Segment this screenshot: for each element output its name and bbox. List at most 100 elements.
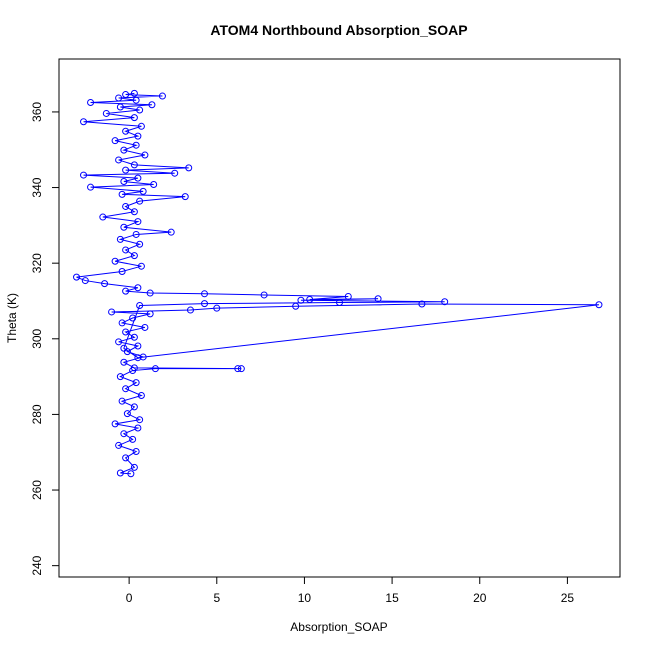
- data-point: [292, 302, 300, 310]
- data-point: [122, 127, 130, 135]
- data-point: [127, 470, 135, 478]
- data-point: [122, 385, 130, 393]
- data-point: [122, 287, 130, 295]
- data-point: [120, 430, 128, 438]
- data-point: [186, 306, 194, 314]
- data-point: [120, 178, 128, 186]
- data-point: [120, 344, 128, 352]
- data-point: [130, 161, 138, 169]
- data-point: [120, 223, 128, 231]
- data-point: [81, 277, 89, 285]
- x-axis-label: Absorption_SOAP: [290, 620, 387, 634]
- data-point: [237, 365, 245, 373]
- data-point: [344, 292, 352, 300]
- y-tick-label: 320: [30, 253, 44, 273]
- plot-frame: [58, 58, 621, 578]
- y-tick-label: 240: [30, 555, 44, 575]
- data-point: [115, 156, 123, 164]
- data-point: [171, 169, 179, 177]
- data-point: [108, 308, 116, 316]
- data-point: [181, 193, 189, 201]
- data-point: [130, 333, 138, 341]
- data-point: [118, 397, 126, 405]
- y-tick-label: 260: [30, 480, 44, 500]
- data-point: [111, 137, 119, 145]
- data-point: [134, 284, 142, 292]
- data-point: [118, 267, 126, 275]
- data-point: [146, 289, 154, 297]
- data-point: [99, 213, 107, 221]
- data-point: [132, 230, 140, 238]
- data-point: [441, 298, 449, 306]
- data-point: [134, 218, 142, 226]
- data-point: [111, 420, 119, 428]
- data-point: [80, 118, 88, 126]
- y-tick-label: 280: [30, 404, 44, 424]
- y-axis: 240 260 280 300 320 340 360: [30, 102, 59, 576]
- data-point: [134, 132, 142, 140]
- series-line: [76, 92, 600, 475]
- data-point: [115, 338, 123, 346]
- data-point: [118, 190, 126, 198]
- data-point: [297, 296, 305, 304]
- x-tick-label: 25: [561, 591, 575, 605]
- y-tick-label: 360: [30, 102, 44, 122]
- x-tick-label: 20: [473, 591, 487, 605]
- data-point: [132, 379, 140, 387]
- data-point: [123, 410, 131, 418]
- data-point: [130, 463, 138, 471]
- data-point: [116, 235, 124, 243]
- data-point: [122, 328, 130, 336]
- data-point: [139, 187, 147, 195]
- data-point: [151, 365, 159, 373]
- data-point: [141, 151, 149, 159]
- data-point: [122, 246, 130, 254]
- data-point: [148, 101, 156, 109]
- data-point: [120, 358, 128, 366]
- data-point: [134, 342, 142, 350]
- data-point: [129, 314, 137, 322]
- data-series: [73, 89, 603, 478]
- data-point: [134, 354, 142, 362]
- data-point: [306, 295, 314, 303]
- data-point: [136, 302, 144, 310]
- data-point: [158, 92, 166, 100]
- data-point: [136, 197, 144, 205]
- x-tick-label: 0: [126, 591, 133, 605]
- data-point: [130, 89, 138, 97]
- y-tick-label: 300: [30, 328, 44, 348]
- data-point: [136, 416, 144, 424]
- data-point: [118, 319, 126, 327]
- chart-title: ATOM4 Northbound Absorption_SOAP: [210, 22, 467, 38]
- data-point: [129, 435, 137, 443]
- data-point: [130, 364, 138, 372]
- data-point: [132, 96, 140, 104]
- data-point: [130, 403, 138, 411]
- data-point: [234, 365, 242, 373]
- data-point: [185, 164, 193, 172]
- data-point: [595, 301, 603, 309]
- data-point: [73, 273, 81, 281]
- data-point: [130, 252, 138, 260]
- data-point: [374, 295, 382, 303]
- data-point: [130, 114, 138, 122]
- data-point: [137, 392, 145, 400]
- data-point: [80, 171, 88, 179]
- data-point: [130, 208, 138, 216]
- data-point: [122, 91, 130, 99]
- data-point: [101, 280, 109, 288]
- data-point: [213, 304, 221, 312]
- data-point: [201, 300, 209, 308]
- data-point: [132, 141, 140, 149]
- data-point: [141, 323, 149, 331]
- data-point: [122, 454, 130, 462]
- data-point: [146, 310, 154, 318]
- data-point: [136, 240, 144, 248]
- data-point: [87, 183, 95, 191]
- data-point: [115, 94, 123, 102]
- data-point: [136, 106, 144, 114]
- data-point: [87, 98, 95, 106]
- data-point: [120, 146, 128, 154]
- data-point: [132, 447, 140, 455]
